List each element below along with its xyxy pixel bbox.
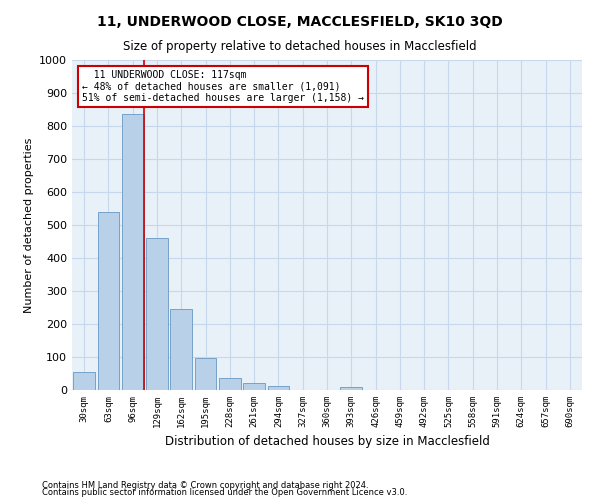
Bar bbox=[97, 212, 119, 390]
Text: Size of property relative to detached houses in Macclesfield: Size of property relative to detached ho… bbox=[123, 40, 477, 53]
Bar bbox=[194, 358, 217, 390]
Bar bbox=[243, 384, 265, 390]
Text: 11 UNDERWOOD CLOSE: 117sqm
← 48% of detached houses are smaller (1,091)
51% of s: 11 UNDERWOOD CLOSE: 117sqm ← 48% of deta… bbox=[82, 70, 364, 103]
Text: Contains HM Land Registry data © Crown copyright and database right 2024.: Contains HM Land Registry data © Crown c… bbox=[42, 480, 368, 490]
Text: Contains public sector information licensed under the Open Government Licence v3: Contains public sector information licen… bbox=[42, 488, 407, 497]
Bar bbox=[170, 309, 192, 390]
Bar bbox=[340, 388, 362, 390]
Bar bbox=[268, 386, 289, 390]
Text: 11, UNDERWOOD CLOSE, MACCLESFIELD, SK10 3QD: 11, UNDERWOOD CLOSE, MACCLESFIELD, SK10 … bbox=[97, 15, 503, 29]
Bar bbox=[73, 372, 95, 390]
Y-axis label: Number of detached properties: Number of detached properties bbox=[23, 138, 34, 312]
Bar bbox=[219, 378, 241, 390]
X-axis label: Distribution of detached houses by size in Macclesfield: Distribution of detached houses by size … bbox=[164, 436, 490, 448]
Bar bbox=[122, 114, 143, 390]
Bar bbox=[146, 238, 168, 390]
